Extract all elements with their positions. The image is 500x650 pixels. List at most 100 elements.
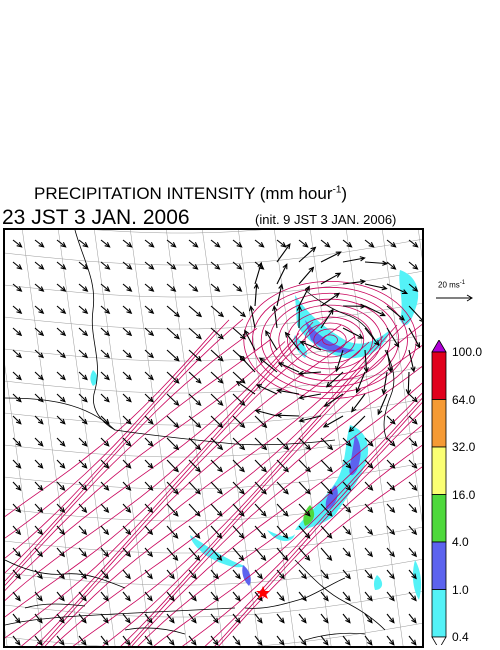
wind-vector-head — [37, 573, 43, 580]
wind-vector-head — [261, 466, 267, 473]
wind-vector-head — [305, 466, 311, 473]
wind-vector — [256, 384, 278, 395]
wind-vector-head — [239, 466, 245, 473]
wind-vector-head — [216, 510, 223, 517]
wind-vector — [188, 547, 200, 561]
colorbar-segment — [431, 446, 447, 495]
wind-vector-head — [411, 418, 418, 425]
isobar-ring — [313, 328, 347, 352]
wind-vector — [386, 283, 408, 294]
wind-vector-head — [359, 279, 367, 285]
wind-vector — [100, 415, 110, 425]
wind-vector — [386, 327, 400, 347]
wind-vector — [255, 409, 278, 417]
wind-vector — [144, 525, 153, 535]
wind-vector-head — [335, 365, 341, 373]
colorbar — [431, 340, 447, 645]
wind-vector-head — [104, 396, 110, 403]
wind-vector-head — [382, 260, 389, 266]
wind-vector — [122, 283, 132, 292]
wind-vector — [100, 481, 109, 491]
wind-vector-head — [81, 440, 88, 447]
wind-vector-head — [38, 352, 45, 359]
wind-vector-head — [174, 333, 180, 340]
wind-vector — [166, 305, 180, 317]
wind-vector — [320, 591, 329, 601]
wind-vector-head — [104, 242, 111, 248]
wind-vector — [232, 525, 245, 539]
wind-vector — [276, 591, 285, 601]
wind-vector — [12, 525, 21, 535]
wind-vector — [276, 635, 285, 646]
wind-vector — [78, 635, 87, 646]
wind-vector-head — [37, 463, 44, 469]
wind-vector — [298, 246, 316, 263]
wind-vector — [407, 371, 410, 395]
wind-vector-head — [213, 573, 219, 580]
wind-vector-head — [334, 292, 341, 299]
wind-vector-head — [147, 507, 154, 514]
wind-vector-head — [389, 573, 395, 580]
wind-vector-head — [82, 374, 88, 381]
wind-vector — [144, 283, 154, 292]
wind-vector-head — [282, 263, 288, 270]
isobar — [5, 319, 230, 539]
isobar — [5, 318, 244, 559]
wind-vector — [100, 459, 109, 469]
wind-vector — [122, 569, 131, 579]
wind-vector-head — [277, 362, 284, 368]
title-close: ) — [341, 184, 348, 203]
reference-vector-text: 20 ms — [438, 280, 460, 290]
wind-vector-head — [169, 639, 175, 646]
wind-vector — [56, 591, 65, 601]
wind-vector-head — [253, 282, 260, 289]
coastline-segment — [5, 397, 116, 431]
wind-vector-head — [15, 573, 21, 580]
wind-vector-head — [104, 264, 111, 270]
wind-vector-head — [170, 264, 177, 270]
wind-vector-head — [38, 330, 45, 337]
wind-vector-head — [173, 444, 180, 451]
wind-vector — [408, 481, 417, 491]
wind-vector — [386, 635, 395, 646]
wind-vector — [100, 349, 110, 358]
parallel-line — [96, 230, 262, 234]
wind-vector — [232, 503, 245, 517]
wind-vector-head — [411, 507, 418, 514]
wind-vector — [320, 525, 333, 539]
wind-vector-head — [169, 573, 175, 580]
wind-vector — [323, 415, 344, 428]
wind-vector — [298, 481, 311, 495]
wind-vector — [298, 239, 308, 248]
wind-vector-head — [147, 440, 154, 447]
wind-vector — [12, 239, 22, 248]
wind-vector — [210, 547, 222, 561]
wind-vector-head — [327, 444, 334, 451]
wind-vector — [78, 371, 88, 380]
wind-vector — [276, 503, 289, 517]
wind-vector-head — [16, 264, 23, 270]
wind-vector-head — [324, 242, 331, 248]
coastline — [5, 230, 395, 641]
parallel-line — [5, 239, 422, 266]
wind-vector — [356, 371, 366, 393]
wind-vector — [100, 239, 110, 248]
wind-vector-head — [126, 308, 133, 315]
wind-vector-head — [411, 463, 418, 469]
wind-vector — [100, 393, 110, 402]
wind-vector-head — [173, 466, 179, 473]
wind-vector — [78, 349, 88, 358]
wind-vector — [210, 371, 224, 384]
wind-vector-head — [326, 510, 333, 517]
colorbar-level-label: 100.0 — [452, 345, 483, 359]
wind-vector-head — [169, 595, 175, 602]
wind-vector-head — [103, 440, 110, 447]
wind-vector — [210, 283, 220, 292]
wind-vector-head — [240, 333, 246, 340]
wind-vector-head — [279, 595, 285, 602]
wind-vector-head — [38, 396, 44, 403]
wind-vector — [232, 613, 241, 623]
wind-vector — [166, 239, 176, 248]
wind-vector — [364, 547, 373, 557]
wind-vector-head — [170, 286, 177, 292]
